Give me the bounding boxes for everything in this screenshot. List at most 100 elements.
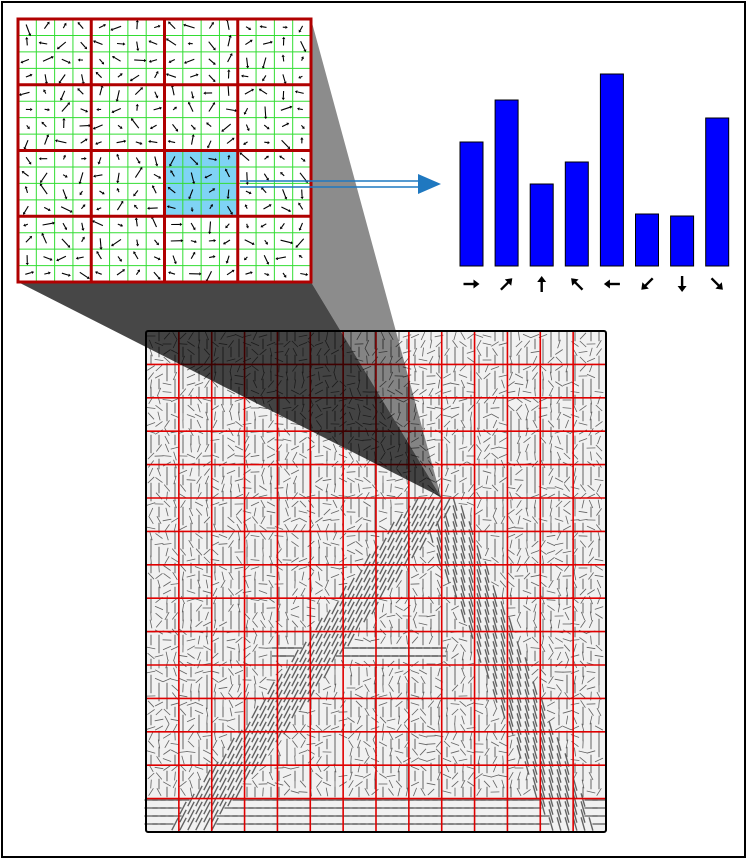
pixel-arrow-head bbox=[251, 242, 255, 245]
pixel-arrow-head bbox=[234, 109, 238, 113]
gradient-stroke bbox=[355, 564, 363, 572]
gradient-stroke bbox=[570, 709, 580, 715]
gradient-stroke bbox=[500, 617, 506, 631]
gradient-stroke bbox=[555, 548, 563, 556]
pixel-arrow-head bbox=[64, 174, 68, 178]
gradient-stroke bbox=[484, 609, 490, 623]
gradient-stroke bbox=[315, 617, 323, 631]
gradient-stroke bbox=[203, 548, 211, 556]
direction-icon-head bbox=[641, 282, 649, 290]
gradient-stroke bbox=[397, 411, 401, 421]
gradient-stroke bbox=[388, 371, 394, 381]
gradient-stroke bbox=[244, 435, 250, 445]
gradient-stroke bbox=[467, 781, 475, 787]
gradient-stroke bbox=[570, 734, 580, 738]
gradient-stroke bbox=[549, 371, 553, 381]
pixel-arrow-head bbox=[258, 88, 262, 92]
gradient-stroke bbox=[291, 689, 299, 703]
gradient-stroke bbox=[323, 633, 331, 647]
gradient-stroke bbox=[379, 773, 387, 779]
gradient-stroke bbox=[354, 558, 364, 562]
pixel-arrow bbox=[79, 172, 84, 183]
gradient-stroke bbox=[268, 579, 274, 589]
gradient-stroke bbox=[508, 665, 514, 679]
gradient-stroke bbox=[452, 755, 458, 765]
pixel-arrow-head bbox=[213, 239, 217, 243]
gradient-stroke bbox=[163, 581, 171, 587]
gradient-stroke bbox=[541, 635, 545, 645]
gradient-stroke bbox=[163, 708, 171, 716]
gradient-stroke bbox=[269, 555, 273, 565]
gradient-stroke bbox=[548, 745, 554, 759]
gradient-stroke bbox=[164, 443, 170, 453]
pixel-arrow-head bbox=[63, 22, 67, 26]
gradient-stroke bbox=[178, 751, 188, 753]
gradient-stroke bbox=[386, 726, 396, 730]
pixel-arrow-head bbox=[212, 47, 216, 51]
gradient-stroke bbox=[147, 412, 155, 420]
gradient-stroke bbox=[410, 447, 420, 449]
gradient-stroke bbox=[578, 750, 588, 754]
gradient-stroke bbox=[444, 537, 450, 551]
gradient-stroke bbox=[291, 657, 299, 671]
pixel-arrow-head bbox=[191, 134, 195, 137]
gradient-stroke bbox=[482, 470, 492, 474]
gradient-stroke bbox=[435, 740, 443, 748]
gradient-stroke bbox=[211, 380, 219, 388]
pixel-arrow bbox=[169, 22, 176, 30]
gradient-stroke bbox=[251, 516, 259, 524]
gradient-stroke bbox=[323, 725, 331, 731]
pixel-arrow-head bbox=[86, 276, 90, 279]
gradient-stroke bbox=[458, 622, 468, 626]
gradient-stroke bbox=[322, 781, 332, 787]
gradient-stroke bbox=[522, 637, 532, 643]
pixel-arrow-head bbox=[188, 196, 192, 200]
pixel-arrow bbox=[208, 23, 213, 29]
gradient-stroke bbox=[366, 547, 368, 557]
gradient-stroke bbox=[251, 745, 259, 759]
gradient-stroke bbox=[292, 524, 298, 532]
gradient-stroke bbox=[474, 334, 484, 338]
gradient-stroke bbox=[364, 707, 370, 717]
gradient-stroke bbox=[475, 524, 483, 532]
gradient-stroke bbox=[547, 605, 555, 611]
pixel-arrow bbox=[135, 157, 140, 163]
gradient-stroke bbox=[531, 364, 539, 372]
gradient-stroke bbox=[234, 478, 244, 482]
gradient-stroke bbox=[221, 475, 225, 485]
pixel-arrow-head bbox=[96, 251, 100, 254]
gradient-stroke bbox=[442, 414, 452, 418]
gradient-stroke bbox=[394, 486, 404, 490]
pixel-arrow-head bbox=[148, 40, 152, 44]
gradient-stroke bbox=[492, 609, 498, 623]
gradient-stroke bbox=[363, 637, 371, 643]
gradient-stroke bbox=[390, 635, 392, 645]
gradient-stroke bbox=[266, 501, 276, 507]
gradient-stroke bbox=[388, 675, 394, 685]
gradient-stroke bbox=[555, 365, 563, 371]
gradient-stroke bbox=[525, 411, 529, 421]
gradient-stroke bbox=[154, 542, 164, 546]
gradient-stroke bbox=[379, 613, 387, 619]
pixel-arrow-head bbox=[268, 204, 272, 207]
gradient-stroke bbox=[324, 588, 330, 596]
gradient-stroke bbox=[330, 574, 340, 578]
gradient-stroke bbox=[540, 745, 546, 759]
gradient-stroke bbox=[490, 774, 500, 778]
gradient-stroke bbox=[173, 659, 177, 669]
pixel-arrow-head bbox=[228, 34, 232, 38]
pixel-arrow bbox=[280, 106, 291, 111]
pixel-arrow bbox=[170, 156, 176, 165]
gradient-stroke bbox=[442, 373, 452, 379]
gradient-stroke bbox=[203, 793, 211, 807]
gradient-stroke bbox=[259, 525, 267, 531]
pixel-arrow-head bbox=[192, 181, 196, 185]
gradient-stroke bbox=[234, 445, 244, 451]
gradient-stroke bbox=[517, 451, 521, 461]
gradient-stroke bbox=[523, 605, 531, 611]
gradient-stroke bbox=[498, 774, 508, 778]
gradient-stroke bbox=[164, 739, 170, 749]
gradient-stroke bbox=[214, 571, 216, 581]
gradient-stroke bbox=[524, 681, 530, 695]
